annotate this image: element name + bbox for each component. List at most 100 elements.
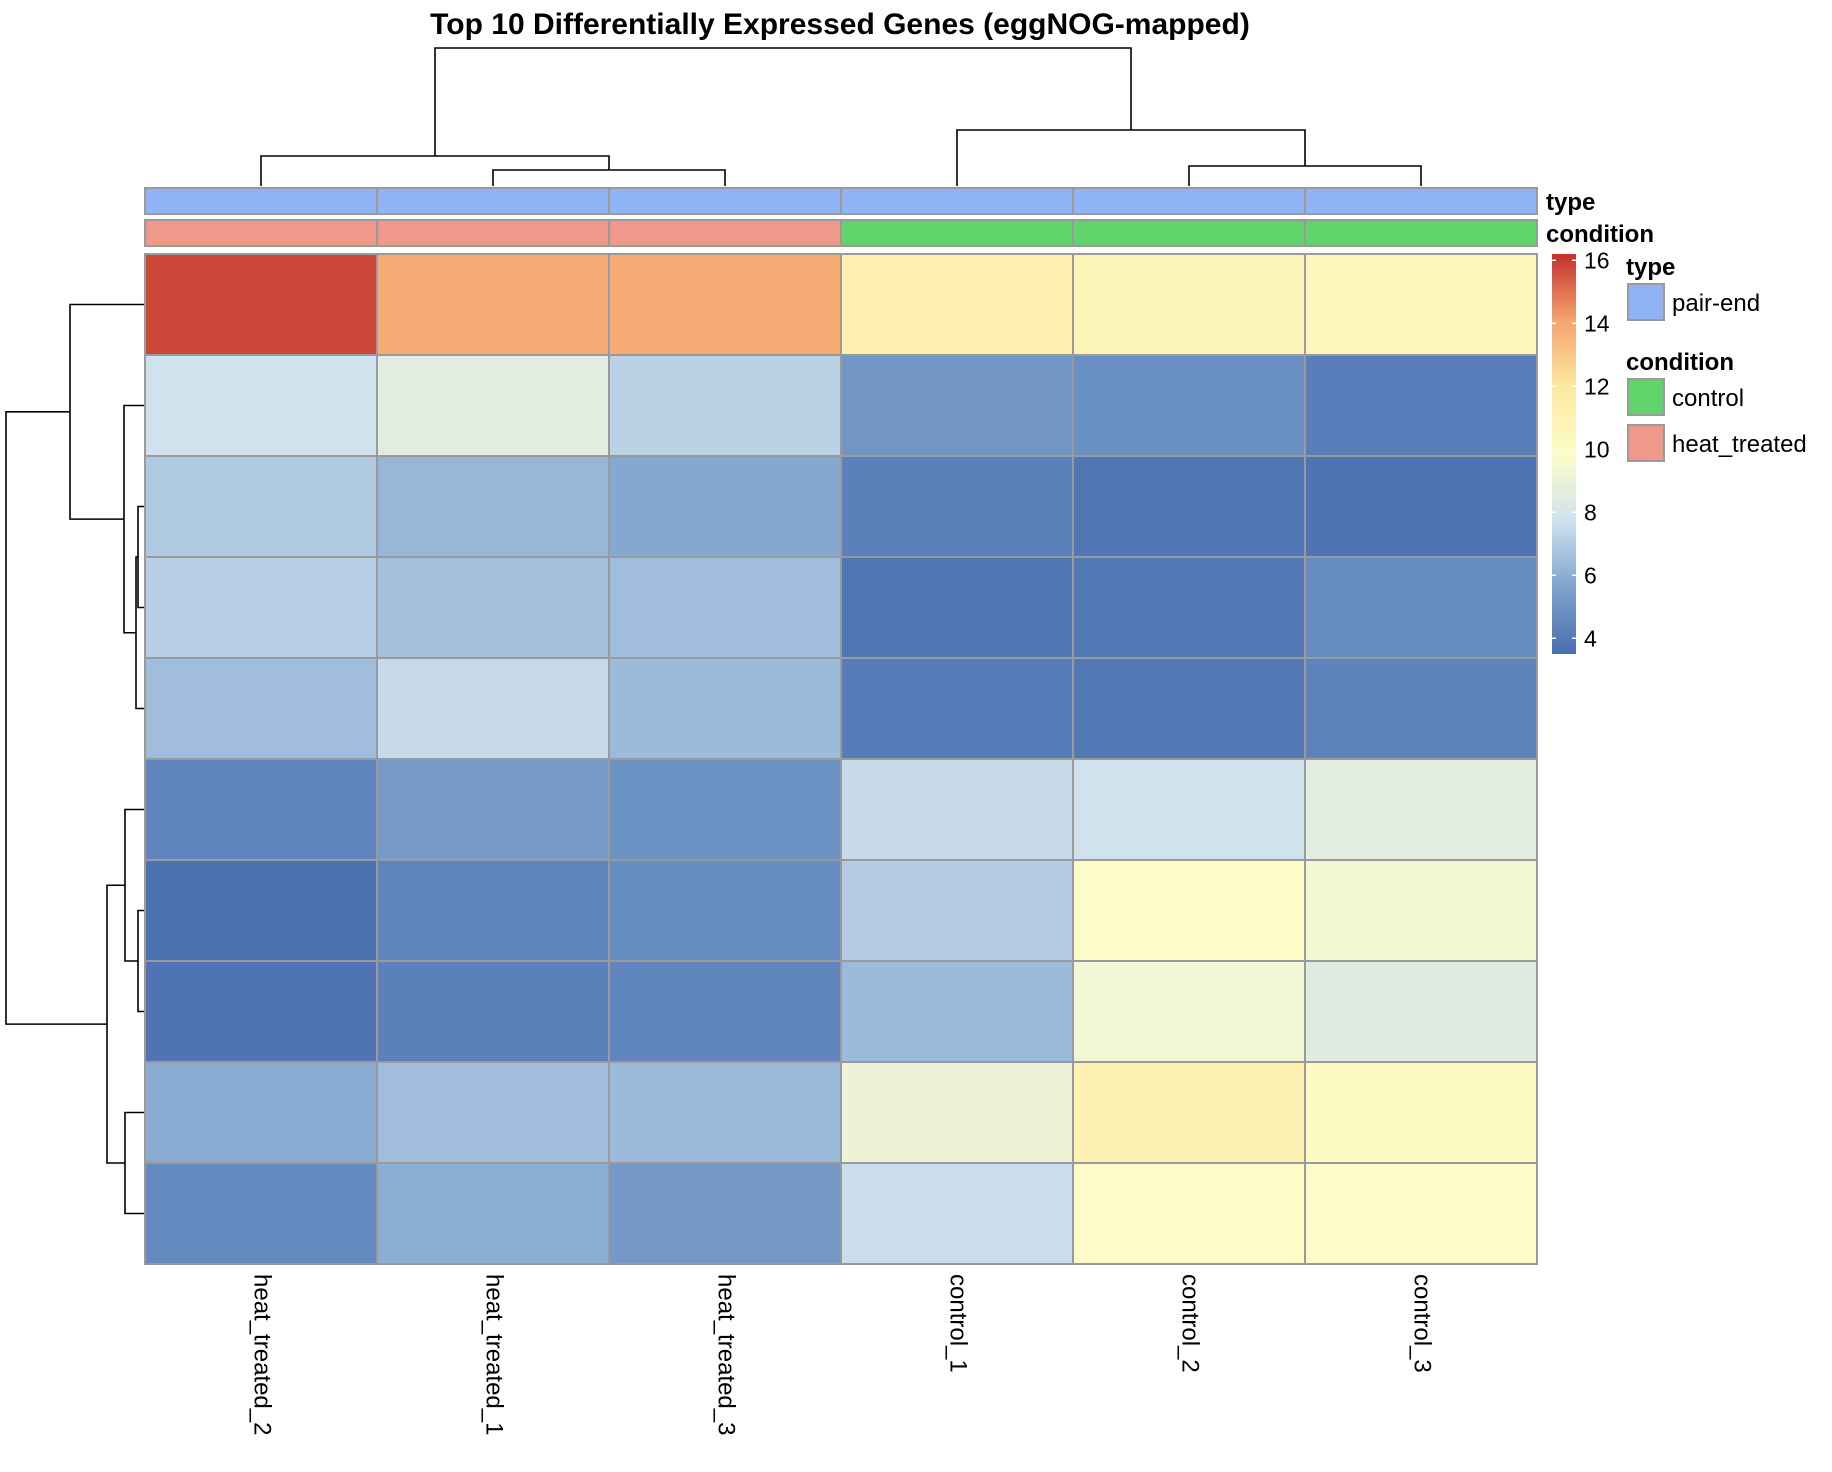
column-dendrogram-branch: [260, 155, 610, 186]
heatmap-cell: [608, 758, 842, 861]
heatmap-cell: [840, 960, 1074, 1063]
row-dendrogram-branch: [124, 808, 145, 962]
legend-item-label: heat_treated: [1672, 431, 1807, 458]
legend-swatch: [1627, 378, 1665, 416]
annotation-cell-type: [608, 187, 842, 215]
heatmap-cell: [840, 455, 1074, 558]
heatmap-cell: [1304, 556, 1538, 659]
heatmap-cell: [144, 556, 378, 659]
heatmap-cell: [840, 657, 1074, 760]
legend-title-type: type: [1626, 254, 1675, 281]
heatmap-cell: [144, 455, 378, 558]
heatmap-cell: [144, 253, 378, 356]
annotation-cell-type: [144, 187, 378, 215]
annotation-cell-type: [376, 187, 610, 215]
heatmap-cell: [608, 1162, 842, 1265]
heatmap-cell: [1304, 1162, 1538, 1265]
color-scale-tick-label: 4: [1584, 625, 1597, 651]
color-scale-tick-label: 16: [1584, 247, 1610, 273]
annotation-cell-condition: [608, 219, 842, 247]
heatmap-cell: [1304, 657, 1538, 760]
color-scale-tick-label: 12: [1584, 373, 1610, 399]
heatmap-cell: [608, 1061, 842, 1164]
heatmap-cell: [608, 253, 842, 356]
heatmap-cell: [608, 455, 842, 558]
heatmap-cell: [1072, 1061, 1306, 1164]
color-scale-tick-label: 6: [1584, 562, 1597, 588]
legend-title-condition: condition: [1626, 349, 1734, 376]
annotation-bars: type condition: [144, 187, 1654, 248]
heatmap-cell: [144, 758, 378, 861]
annotation-cell-type: [1072, 187, 1306, 215]
heatmap-cell: [376, 960, 610, 1063]
annotation-cell-type: [840, 187, 1074, 215]
column-labels: heat_treated_2 heat_treated_1 heat_treated…: [249, 1274, 1436, 1435]
heatmap-cell: [376, 758, 610, 861]
annotation-label-condition: condition: [1546, 221, 1654, 248]
heatmap-cell: [840, 354, 1074, 457]
heatmap-cell: [1072, 455, 1306, 558]
legend-swatch: [1627, 424, 1665, 462]
heatmap-cell: [1072, 657, 1306, 760]
column-dendrogram-branch: [434, 47, 1132, 156]
annotation-cell-condition: [840, 219, 1074, 247]
heatmap-cell: [376, 455, 610, 558]
chart-title: Top 10 Differentially Expressed Genes (e…: [430, 8, 1250, 41]
annotation-cell-condition: [144, 219, 378, 247]
heatmap-cell: [144, 960, 378, 1063]
row-dendrogram-branch: [137, 909, 145, 1013]
heatmap-cell: [1072, 556, 1306, 659]
heatmap-cell: [376, 556, 610, 659]
heatmap-cell: [608, 354, 842, 457]
annotation-cell-condition: [376, 219, 610, 247]
legend-item-label: pair-end: [1672, 290, 1760, 317]
row-dendrogram-branch: [137, 505, 145, 609]
heatmap-cell: [376, 657, 610, 760]
heatmap-cell: [840, 758, 1074, 861]
heatmap-cell: [608, 859, 842, 962]
column-dendrogram-branch: [492, 169, 726, 186]
column-label: control_1: [945, 1274, 972, 1373]
annotation-cell-type: [1304, 187, 1538, 215]
heatmap-cell: [1072, 758, 1306, 861]
row-dendrogram-branch: [106, 884, 125, 1164]
legend-swatch: [1627, 283, 1665, 321]
color-scale-tick-label: 14: [1584, 310, 1610, 336]
color-scale-tick-label: 10: [1584, 436, 1610, 462]
heatmap-cell: [376, 1061, 610, 1164]
heatmap-cell: [608, 960, 842, 1063]
heatmap-cell: [840, 556, 1074, 659]
heatmap-cell: [1072, 960, 1306, 1063]
row-dendrogram: [5, 303, 145, 1215]
heatmap-cell: [840, 1162, 1074, 1265]
heatmap-cell: [144, 859, 378, 962]
column-dendrogram: [260, 47, 1422, 186]
heatmap-cell: [1072, 354, 1306, 457]
heatmap-cell: [1072, 1162, 1306, 1265]
row-dendrogram-branch: [69, 303, 145, 520]
heatmap-cell: [840, 859, 1074, 962]
heatmap-cell: [1304, 758, 1538, 861]
heatmap-cell: [1304, 354, 1538, 457]
annotation-cell-condition: [1304, 219, 1538, 247]
legend-item-label: control: [1672, 385, 1744, 412]
heatmap-cell: [376, 1162, 610, 1265]
row-dendrogram-branch: [124, 1111, 145, 1215]
heatmap-cell: [1304, 1061, 1538, 1164]
column-label: heat_treated_2: [249, 1274, 276, 1435]
color-scale-tick-label: 8: [1584, 499, 1597, 525]
color-scale-bar: [1552, 254, 1576, 654]
annotation-label-type: type: [1546, 189, 1595, 216]
heatmap-cell: [144, 657, 378, 760]
heatmap-cell: [144, 1061, 378, 1164]
row-dendrogram-branch: [5, 411, 107, 1025]
heatmap-cell: [1304, 455, 1538, 558]
column-dendrogram-branch: [1188, 165, 1422, 186]
heatmap-cell: [144, 354, 378, 457]
column-label: heat_treated_1: [481, 1274, 508, 1435]
annotation-cell-condition: [1072, 219, 1306, 247]
heatmap-cell: [608, 556, 842, 659]
heatmap-cell: [1304, 960, 1538, 1063]
heatmap-cell: [1304, 859, 1538, 962]
row-dendrogram-branch: [123, 404, 145, 634]
